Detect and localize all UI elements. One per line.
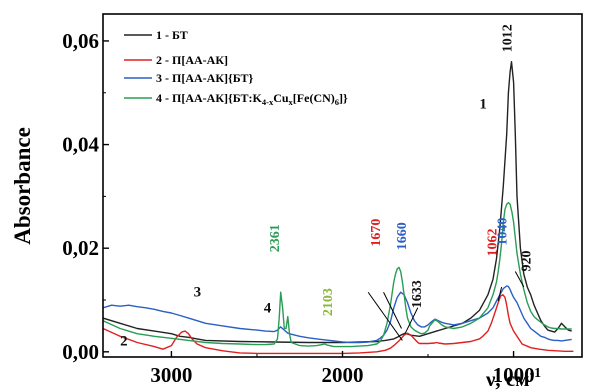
legend-entry-4: 4 - П[АА-АК]{БТ:K4-xCux[Fe(CN)6]} <box>156 91 348 107</box>
leader-line-3 <box>404 307 419 334</box>
peak-label-1: 1012 <box>501 24 516 52</box>
peak-label-8: 1670 <box>369 219 384 247</box>
peak-label-10: 2361 <box>268 224 283 252</box>
y-tick-label-0: 0,00 <box>62 340 99 364</box>
leader-line-4 <box>497 286 503 302</box>
x-axis-label-superscript: -1 <box>530 366 542 381</box>
y-axis-ticks: 0,00 0,02 0,04 0,06 <box>62 29 109 364</box>
x-tick-label-3000: 3000 <box>150 363 192 387</box>
peak-label-3: 920 <box>520 251 535 272</box>
y-tick-label-3: 0,06 <box>62 29 99 53</box>
x-axis-label-main: ν, см <box>485 367 530 390</box>
series-line-3 <box>103 285 572 344</box>
y-tick-label-2: 0,04 <box>62 133 99 157</box>
peak-label-11: 4 <box>264 300 272 316</box>
legend-entry-4-part-a: 4 - П[АА-АК]{БТ:K <box>156 91 263 105</box>
legend-entry-4-part-c: [Fe(CN) <box>293 91 335 105</box>
legend-entry-2: 2 - П[АА-АК] <box>156 53 228 67</box>
series-line-2 <box>103 294 574 355</box>
y-tick-label-1: 0,02 <box>62 236 99 260</box>
peak-label-9: 2103 <box>321 288 336 316</box>
x-tick-label-2000: 2000 <box>322 363 364 387</box>
legend-entry-4-part-b: Cu <box>273 91 289 105</box>
legend-entry-4-sub-2: x <box>289 97 294 107</box>
peak-label-7: 1660 <box>395 222 410 250</box>
legend-entry-3: 3 - П[АА-АК]{БТ} <box>156 71 254 85</box>
leader-line-5 <box>514 271 525 288</box>
legend-entry-4-part-d: ]} <box>339 91 348 105</box>
y-axis-label: Absorbance <box>10 127 35 245</box>
leader-lines <box>367 271 525 341</box>
peak-label-6: 1633 <box>410 280 425 308</box>
leader-line-2 <box>383 292 402 329</box>
x-axis-ticks: 3000 2000 1000 <box>150 351 535 387</box>
peak-label-5: 1062 <box>486 229 501 257</box>
peak-label-4: 1040 <box>496 218 511 246</box>
leader-line-1 <box>367 291 403 341</box>
x-axis-label: ν, см-1 <box>485 366 541 390</box>
legend: 1 - БТ 2 - П[АА-АК] 3 - П[АА-АК]{БТ} 4 -… <box>124 28 348 107</box>
peak-label-2: 1 <box>479 96 487 112</box>
legend-entry-4-sub-3: 6 <box>335 97 339 107</box>
series-line-1 <box>103 61 572 344</box>
series-line-4 <box>103 201 572 348</box>
series-layer <box>103 61 574 355</box>
peak-label-12: 3 <box>194 284 202 300</box>
peak-label-13: 2 <box>120 334 128 350</box>
legend-entry-4-sub-1: 4-x <box>262 97 274 107</box>
legend-entry-1: 1 - БТ <box>156 28 188 42</box>
x-tick-label-1000: 1000 <box>493 363 535 387</box>
